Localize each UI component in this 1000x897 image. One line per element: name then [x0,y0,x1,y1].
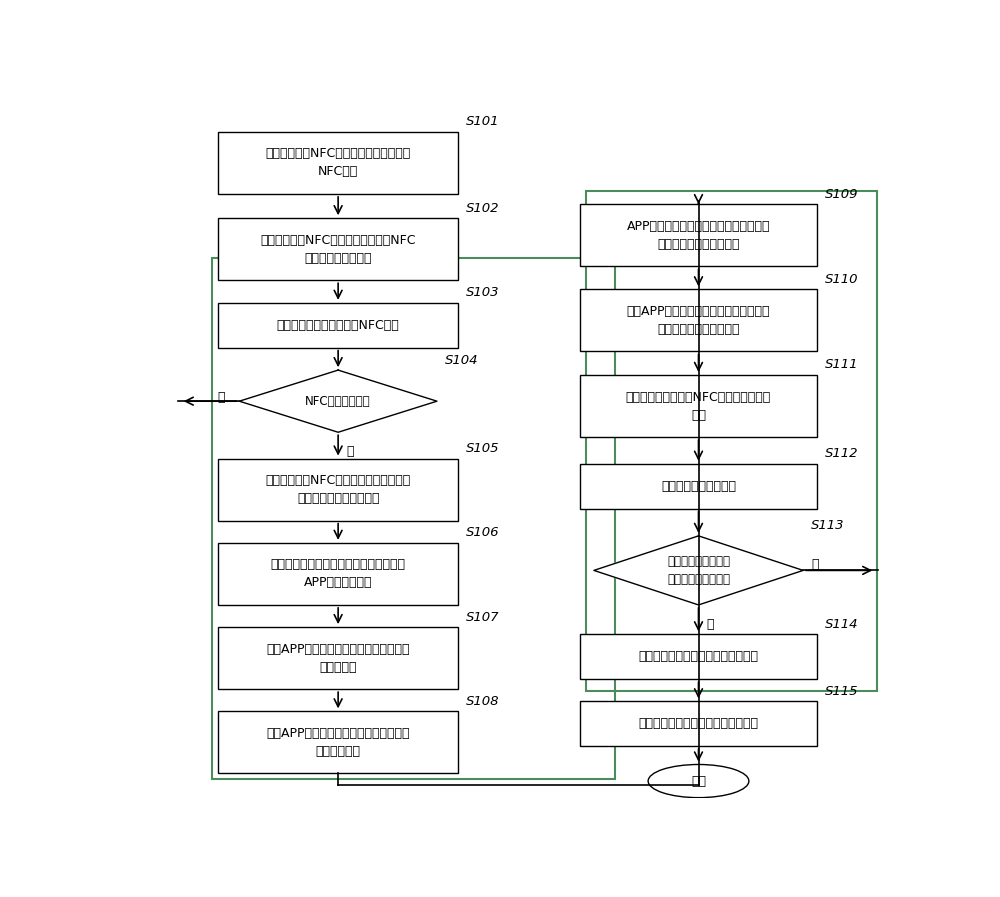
Text: S109: S109 [824,187,858,201]
Text: 基于APP操作界面接收云端反馈的音响系
统的设备参数: 基于APP操作界面接收云端反馈的音响系 统的设备参数 [266,727,410,758]
Text: 否: 否 [811,558,818,571]
Text: S108: S108 [466,695,500,708]
FancyBboxPatch shape [580,375,817,437]
Text: 音响系统采用NFC通讯方式向移动终端反
馈音响系统的用户识别码: 音响系统采用NFC通讯方式向移动终端反 馈音响系统的用户识别码 [266,475,411,505]
Text: APP操作界面基于反馈的音响系统的设备
参数显示可控制功能界面: APP操作界面基于反馈的音响系统的设备 参数显示可控制功能界面 [627,220,770,251]
FancyBboxPatch shape [218,711,458,773]
FancyBboxPatch shape [218,627,458,689]
Text: S107: S107 [466,611,500,623]
Polygon shape [594,536,803,605]
Text: S105: S105 [466,442,500,455]
Text: NFC认证是否通过: NFC认证是否通过 [305,395,371,407]
Text: S106: S106 [466,527,500,539]
FancyBboxPatch shape [218,458,458,520]
Text: 基于解析的控制命令完成相应的受控: 基于解析的控制命令完成相应的受控 [639,718,759,730]
Text: 基于APP操作界面接收用户按下可控制功
能界面所关联的控制命令: 基于APP操作界面接收用户按下可控制功 能界面所关联的控制命令 [627,305,770,335]
Ellipse shape [648,764,749,797]
Text: 移动终端基于NFC模块感应到音响系统的
NFC模块: 移动终端基于NFC模块感应到音响系统的 NFC模块 [266,147,411,179]
Text: 交互相互的认证信息进行NFC认证: 交互相互的认证信息进行NFC认证 [277,318,400,332]
FancyBboxPatch shape [218,543,458,605]
FancyBboxPatch shape [580,701,817,746]
FancyBboxPatch shape [218,218,458,280]
Text: 基于APP操作界面向云端发送音响系统的
用户识别码: 基于APP操作界面向云端发送音响系统的 用户识别码 [266,642,410,674]
Text: S101: S101 [466,116,500,128]
Text: 查找控制命令所关联的控制功能属性: 查找控制命令所关联的控制功能属性 [639,650,759,663]
Text: S113: S113 [811,519,844,533]
Text: S115: S115 [824,684,858,698]
Text: 控制命令是否为命令
库所存储的控制命令: 控制命令是否为命令 库所存储的控制命令 [667,555,730,586]
FancyBboxPatch shape [580,634,817,679]
Text: S102: S102 [466,202,500,214]
Text: S110: S110 [824,273,858,286]
Text: 音响系统获取控制命令: 音响系统获取控制命令 [661,480,736,492]
Text: 移动终端基于NFC模块与音响系统的NFC
模块建立点对点通讯: 移动终端基于NFC模块与音响系统的NFC 模块建立点对点通讯 [260,234,416,265]
Polygon shape [239,370,437,432]
Text: S111: S111 [824,359,858,371]
Text: 否: 否 [218,391,225,405]
FancyBboxPatch shape [218,132,458,194]
Text: S112: S112 [824,448,858,460]
FancyBboxPatch shape [580,205,817,266]
Text: S103: S103 [466,286,500,300]
Text: S114: S114 [824,618,858,631]
Text: 结束: 结束 [691,775,706,788]
Text: 在获取到用户识别码之后，触发移动终端
APP操作界面启动: 在获取到用户识别码之后，触发移动终端 APP操作界面启动 [271,558,406,589]
Text: 是: 是 [706,618,714,631]
Text: 将所述控制命令基于NFC模块发送给音响
系统: 将所述控制命令基于NFC模块发送给音响 系统 [626,390,771,422]
FancyBboxPatch shape [580,290,817,352]
Text: S104: S104 [445,353,478,367]
FancyBboxPatch shape [218,303,458,348]
FancyBboxPatch shape [580,464,817,509]
Text: 是: 是 [346,445,354,458]
